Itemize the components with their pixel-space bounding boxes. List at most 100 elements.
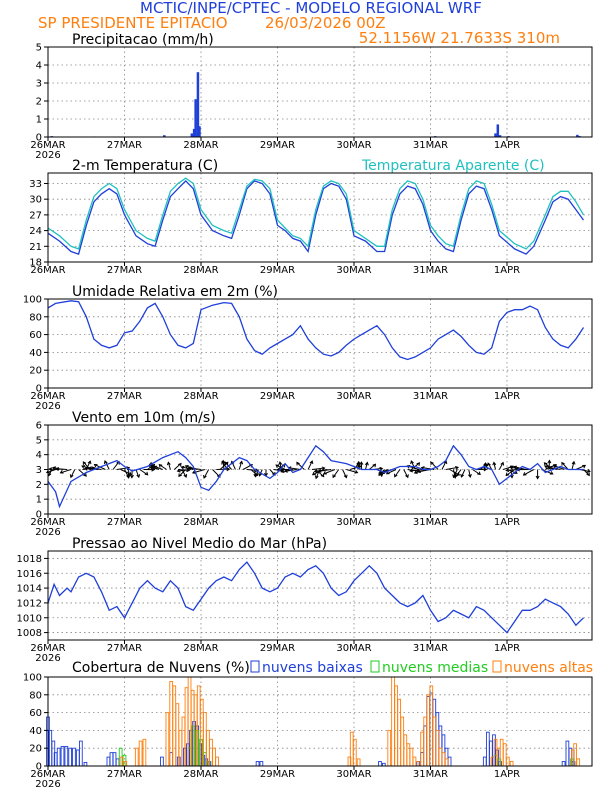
temp-ytick-label: 24: [29, 226, 42, 237]
wind-vector: [318, 469, 332, 472]
clouds-xtick-label: 31MAR: [413, 769, 448, 780]
temp-xtick-label: 27MAR: [107, 265, 142, 276]
wind-xtick-label: 28MAR: [183, 517, 218, 528]
wind-vector-head: [323, 471, 327, 475]
precip-xtick-label: 29MAR: [260, 140, 295, 151]
rh-xtick-label: 31MAR: [413, 391, 448, 402]
pres-xtick-label: 27MAR: [107, 643, 142, 654]
precip-bar: [192, 128, 196, 137]
wind-vector-head: [150, 465, 155, 470]
wind-vector-head: [158, 463, 163, 468]
wind-vector-head: [487, 462, 491, 467]
clouds-frame: [47, 676, 593, 767]
wind-vector: [212, 469, 221, 478]
wind-vector: [167, 462, 171, 470]
wind-vector-head: [547, 465, 552, 470]
wind-vector-head: [87, 460, 92, 465]
temp-xtick-label: 29MAR: [260, 265, 295, 276]
wind-vector-head: [180, 465, 185, 470]
wind-vector-head: [177, 462, 182, 467]
clouds-ytick-label: 40: [29, 726, 42, 737]
header-run: 26/03/2026 00Z: [265, 14, 386, 32]
clouds-xtick-label: 28MAR: [183, 769, 218, 780]
pres-ytick-label: 1018: [17, 554, 42, 565]
wind-vector-head: [535, 475, 540, 480]
wind-vector-head: [296, 461, 300, 466]
temp-legend-apparent: Temperatura Aparente (C): [361, 158, 545, 174]
precip-ytick-label: 5: [36, 43, 42, 54]
wind-vector: [346, 469, 358, 474]
wind-ytick-label: 1: [36, 495, 42, 506]
wind-vector-head: [148, 463, 153, 468]
wind-vector-head: [52, 466, 56, 471]
rh-frame: [47, 298, 593, 389]
wind-vector: [468, 469, 471, 478]
wind-vector: [445, 466, 459, 470]
pres-ytick-label: 1016: [17, 569, 42, 580]
wind-vector-head: [416, 462, 421, 466]
temp-ytick-label: 30: [29, 195, 42, 206]
wind-vector-head: [547, 459, 552, 464]
wind-vector: [460, 469, 466, 478]
precip-ytick-label: 4: [36, 61, 42, 72]
temp-xtick-label: 1APR: [494, 265, 520, 276]
wind-vector-head: [467, 474, 472, 478]
wind-vector: [441, 460, 447, 470]
wind-vector-head: [571, 460, 576, 465]
rh-xtick-label: 27MAR: [107, 391, 142, 402]
wind-vector: [311, 467, 325, 470]
wind-vector-head: [416, 469, 421, 474]
wind-vector-head: [191, 470, 196, 474]
precip-ytick-label: 1: [36, 115, 42, 126]
wind-vector: [472, 469, 481, 475]
wind-vector: [255, 469, 259, 477]
wind-vector: [394, 469, 401, 478]
wind-vector-head: [144, 471, 149, 476]
wind-vector-head: [552, 464, 557, 469]
wind-vector-head: [55, 467, 59, 471]
wind-vector-head: [313, 469, 318, 473]
wind-vector: [275, 464, 286, 470]
wind-vector: [238, 461, 243, 470]
wind-vector-head: [513, 465, 518, 470]
wind-vector-head: [129, 474, 134, 479]
wind-vector-head: [126, 475, 131, 479]
wind-vector: [493, 462, 497, 470]
clouds-ytick-label: 80: [29, 690, 42, 701]
wind-vector: [173, 463, 182, 470]
precip-bar: [190, 133, 194, 137]
wind-vector: [505, 469, 515, 476]
precip-bar: [494, 133, 497, 137]
wind-vector-head: [410, 460, 414, 465]
wind-vector-head: [409, 468, 414, 473]
wind-vector-head: [492, 461, 497, 466]
wind-vector-head: [455, 465, 459, 470]
clouds-xtick-label: 27MAR: [107, 769, 142, 780]
precip-bar: [196, 72, 200, 137]
rh-ytick-label: 60: [29, 330, 42, 341]
wind-vector: [221, 461, 229, 470]
wind-ytick-label: 2: [36, 480, 42, 491]
wind-vector-head: [127, 471, 132, 475]
wind-vector-head: [221, 460, 225, 465]
wind-vector-head: [176, 468, 181, 473]
wind-ytick-label: 0: [36, 510, 42, 521]
wind-vector: [139, 469, 148, 476]
wind-ytick-label: 3: [36, 465, 42, 476]
wind-xtick-label: 31MAR: [413, 517, 448, 528]
wind-xtick-label: 30MAR: [336, 517, 371, 528]
pres-xtick-label: 30MAR: [336, 643, 371, 654]
wind-vector-head: [460, 473, 465, 478]
wind-vector-head: [166, 461, 171, 466]
wind-vector: [403, 469, 409, 478]
wind-vector-head: [186, 468, 191, 473]
pres-series-0: [47, 561, 584, 634]
wind-vector-head: [509, 465, 514, 470]
wind-vector-head: [413, 470, 418, 474]
clouds-title: Cobertura de Nuvens (%): [72, 660, 250, 676]
wind-vector-head: [278, 461, 283, 466]
temp-ytick-label: 21: [29, 242, 42, 253]
wind-vector: [85, 460, 91, 470]
wind-xtick-label: 1APR: [494, 517, 520, 528]
pres-xtick-label: 31MAR: [413, 643, 448, 654]
